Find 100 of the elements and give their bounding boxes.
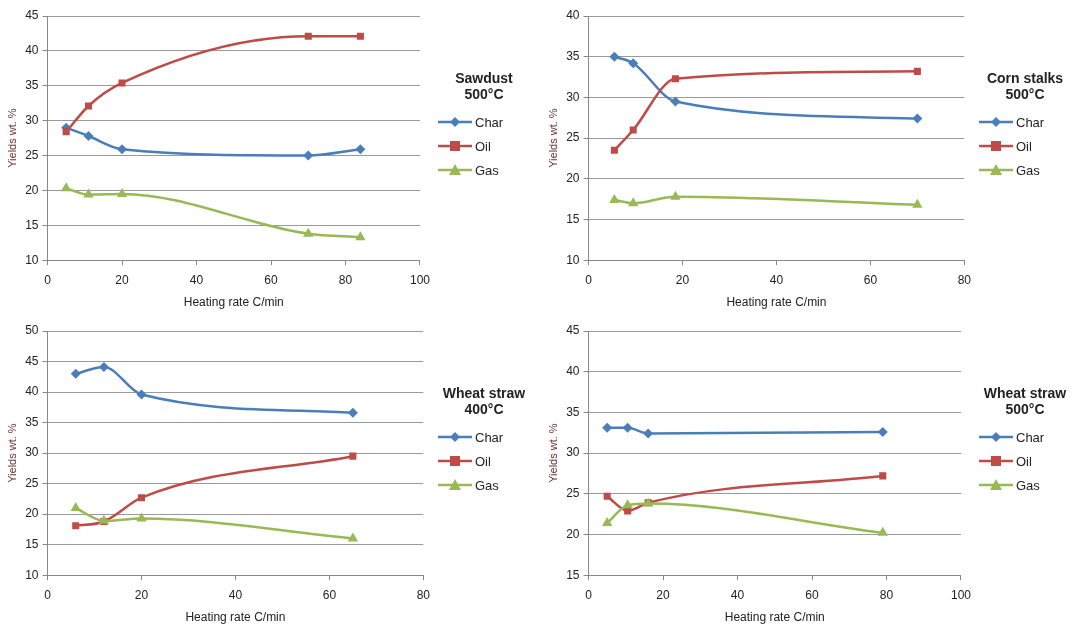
point bbox=[70, 502, 81, 512]
y-tick-label: 35 bbox=[25, 78, 39, 93]
y-tick-label: 10 bbox=[25, 252, 39, 267]
legend-label: Gas bbox=[1016, 477, 1040, 493]
y-tick-label: 50 bbox=[25, 323, 39, 338]
point bbox=[355, 144, 366, 155]
legend-title: Sawdust 500°C bbox=[454, 70, 514, 102]
point bbox=[72, 522, 80, 530]
point bbox=[912, 198, 923, 208]
point bbox=[622, 499, 633, 509]
y-tick-label: 45 bbox=[25, 353, 39, 368]
x-tick-label: 0 bbox=[585, 587, 593, 602]
point bbox=[609, 51, 620, 62]
point bbox=[70, 368, 81, 379]
point bbox=[84, 102, 93, 110]
point bbox=[356, 32, 364, 40]
x-tick-label: 0 bbox=[44, 587, 52, 602]
y-tick-label: 35 bbox=[25, 414, 39, 429]
x-tick-label: 100 bbox=[409, 272, 431, 287]
x-tick-label: 80 bbox=[957, 272, 972, 287]
x-tick-label: 60 bbox=[805, 587, 820, 602]
legend-label: Gas bbox=[1016, 162, 1040, 178]
legend-title: Wheat straw 400°C bbox=[441, 385, 527, 417]
point bbox=[627, 197, 639, 207]
y-tick-label: 35 bbox=[566, 404, 580, 419]
y-tick-label: 25 bbox=[566, 486, 580, 501]
point bbox=[116, 187, 128, 197]
y-tick-label: 25 bbox=[25, 475, 39, 490]
legend-label: Char bbox=[475, 114, 504, 130]
y-tick-label: 20 bbox=[25, 182, 39, 197]
legend-label: Oil bbox=[475, 453, 491, 469]
legend-label: Char bbox=[1016, 429, 1045, 445]
x-tick-label: 40 bbox=[228, 587, 243, 602]
x-tick-label: 20 bbox=[656, 587, 671, 602]
point bbox=[610, 146, 618, 154]
x-tick-label: 80 bbox=[416, 587, 431, 602]
x-tick-label: 60 bbox=[322, 587, 337, 602]
y-tick-label: 40 bbox=[25, 43, 39, 58]
point bbox=[347, 407, 358, 418]
x-axis-title: Heating rate C/min bbox=[726, 295, 827, 310]
point bbox=[83, 131, 94, 142]
x-tick-label: 0 bbox=[585, 272, 593, 287]
point bbox=[136, 512, 147, 522]
point bbox=[304, 32, 312, 40]
point bbox=[602, 422, 613, 433]
y-tick-label: 20 bbox=[25, 506, 39, 521]
point bbox=[347, 532, 359, 542]
y-tick-label: 15 bbox=[566, 567, 580, 582]
point bbox=[118, 79, 126, 87]
y-tick-label: 30 bbox=[566, 445, 580, 460]
y-tick-label: 30 bbox=[566, 89, 580, 104]
y-tick-label: 45 bbox=[566, 323, 580, 338]
legend-label: Gas bbox=[475, 477, 499, 493]
x-tick-label: 20 bbox=[675, 272, 690, 287]
x-tick-label: 0 bbox=[44, 272, 52, 287]
point bbox=[671, 75, 679, 83]
y-tick-label: 15 bbox=[25, 536, 39, 551]
point bbox=[355, 231, 366, 241]
point bbox=[912, 113, 923, 124]
y-tick-label: 25 bbox=[566, 130, 580, 145]
y-tick-label: 20 bbox=[566, 171, 580, 186]
point bbox=[643, 428, 654, 439]
x-tick-label: 40 bbox=[189, 272, 204, 287]
y-tick-label: 15 bbox=[566, 211, 580, 226]
point bbox=[60, 182, 72, 192]
x-tick-label: 20 bbox=[115, 272, 130, 287]
point bbox=[670, 96, 681, 107]
x-tick-label: 60 bbox=[264, 272, 279, 287]
y-tick-label: 10 bbox=[25, 567, 39, 582]
point bbox=[913, 67, 921, 75]
point bbox=[879, 472, 887, 480]
y-tick-label: 40 bbox=[566, 364, 580, 379]
legend-label: Gas bbox=[475, 162, 499, 178]
point bbox=[877, 526, 888, 536]
x-tick-label: 80 bbox=[338, 272, 353, 287]
y-tick-label: 45 bbox=[25, 8, 39, 23]
x-tick-label: 40 bbox=[769, 272, 784, 287]
y-axis-title: Yields wt. % bbox=[546, 423, 559, 483]
y-tick-label: 40 bbox=[566, 8, 580, 23]
x-axis-title: Heating rate C/min bbox=[185, 610, 286, 625]
y-tick-label: 25 bbox=[25, 147, 39, 162]
x-axis-title: Heating rate C/min bbox=[724, 610, 825, 625]
point bbox=[670, 190, 681, 200]
x-tick-label: 80 bbox=[879, 587, 894, 602]
point bbox=[83, 188, 94, 198]
y-tick-label: 20 bbox=[566, 526, 580, 541]
point bbox=[98, 362, 109, 373]
y-axis-title: Yields wt. % bbox=[546, 108, 559, 168]
point bbox=[622, 422, 633, 433]
x-tick-label: 20 bbox=[134, 587, 149, 602]
y-tick-label: 40 bbox=[25, 384, 39, 399]
y-tick-label: 30 bbox=[25, 112, 39, 127]
point bbox=[62, 128, 70, 136]
legend-label: Oil bbox=[1016, 138, 1032, 154]
point bbox=[349, 452, 357, 460]
legend-title: Corn stalks 500°C bbox=[985, 70, 1065, 102]
legend-label: Char bbox=[1016, 114, 1045, 130]
point bbox=[629, 126, 637, 134]
x-tick-label: 60 bbox=[863, 272, 878, 287]
point bbox=[137, 494, 146, 502]
